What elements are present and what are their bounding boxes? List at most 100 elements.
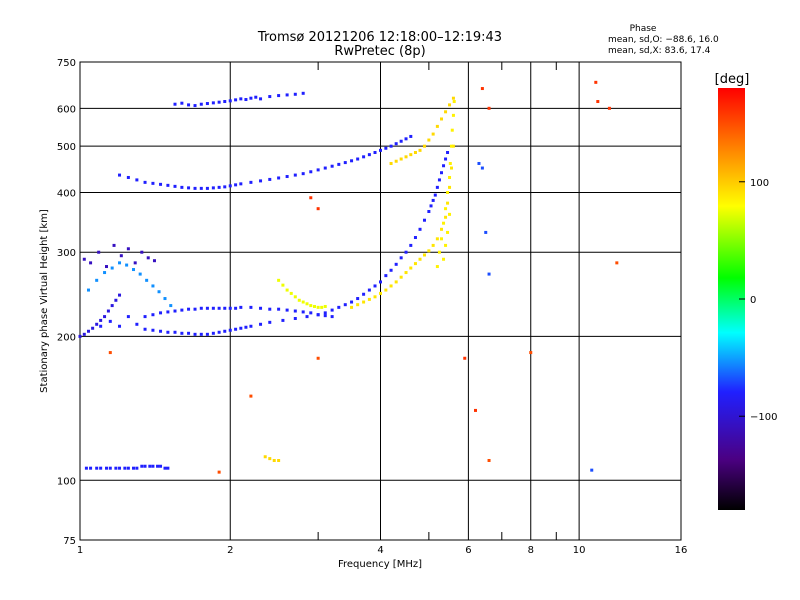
data-point — [99, 324, 103, 328]
data-point — [435, 265, 439, 269]
data-point — [223, 329, 227, 333]
data-point — [110, 266, 114, 270]
data-point — [337, 162, 341, 166]
data-point — [350, 305, 354, 309]
data-point — [281, 283, 285, 287]
colorbar-ticks: 100 0 −100 — [739, 178, 777, 423]
data-point — [114, 298, 118, 302]
data-point — [143, 327, 147, 331]
data-point — [187, 103, 191, 107]
data-point — [268, 95, 272, 99]
data-point — [312, 304, 316, 308]
data-point — [343, 303, 347, 307]
data-point — [297, 298, 301, 302]
data-point — [211, 101, 215, 105]
data-point — [323, 304, 327, 308]
data-point — [143, 180, 147, 184]
data-point — [143, 315, 147, 319]
data-point — [379, 291, 382, 295]
y-tick-label: 400 — [57, 188, 76, 199]
data-point — [157, 290, 161, 294]
data-point — [427, 210, 431, 214]
data-point — [166, 183, 170, 187]
data-point — [110, 304, 114, 308]
data-point — [169, 304, 173, 308]
data-point — [293, 295, 297, 299]
data-point — [205, 332, 209, 336]
data-point — [249, 96, 253, 100]
data-point — [356, 297, 360, 301]
data-point — [138, 272, 142, 276]
x-tick-label: 2 — [227, 545, 233, 556]
data-point — [193, 332, 197, 336]
data-point — [480, 87, 484, 91]
data-point — [82, 257, 86, 261]
colorbar-label: [deg] — [715, 72, 750, 87]
data-point — [187, 331, 191, 335]
data-point — [418, 148, 422, 152]
data-point — [316, 305, 320, 309]
data-point — [82, 332, 86, 336]
data-point — [118, 293, 122, 297]
data-point — [95, 466, 99, 470]
data-point — [187, 307, 191, 311]
data-point — [422, 218, 426, 222]
data-point — [173, 184, 177, 188]
data-point — [442, 164, 446, 168]
data-point — [151, 313, 155, 317]
data-point — [399, 275, 403, 279]
data-point — [152, 259, 156, 263]
data-point — [440, 117, 444, 121]
data-point — [173, 330, 177, 334]
data-point — [272, 458, 276, 462]
data-point — [487, 272, 491, 276]
data-point — [187, 186, 191, 190]
data-point — [285, 175, 289, 179]
data-point — [473, 408, 477, 412]
data-point — [444, 207, 448, 211]
data-point — [594, 80, 598, 84]
data-point — [132, 268, 136, 272]
data-point — [429, 204, 433, 208]
data-point — [431, 243, 435, 247]
data-point — [228, 306, 232, 310]
data-point — [435, 185, 439, 189]
data-point — [422, 144, 426, 148]
data-point — [118, 261, 122, 265]
data-point — [440, 171, 444, 175]
data-point — [140, 464, 144, 468]
data-point — [106, 309, 110, 313]
data-point — [451, 96, 455, 100]
data-point — [404, 250, 408, 254]
data-point — [163, 466, 167, 470]
data-point — [301, 310, 305, 314]
data-point — [268, 177, 272, 181]
grid-lines — [80, 62, 681, 540]
data-point — [316, 356, 320, 360]
data-point — [159, 182, 163, 186]
data-point — [422, 253, 426, 257]
data-point — [217, 100, 221, 104]
x-tick-label: 8 — [528, 545, 534, 556]
data-point — [384, 146, 388, 150]
data-point — [309, 311, 313, 315]
data-point — [444, 243, 448, 247]
data-point — [330, 315, 334, 319]
data-point — [487, 458, 491, 462]
data-point — [442, 221, 446, 225]
data-point — [234, 183, 238, 187]
data-point — [323, 166, 327, 170]
data-point — [180, 308, 184, 312]
y-tick-label: 200 — [57, 332, 76, 343]
data-point — [451, 144, 455, 148]
data-point — [362, 155, 366, 159]
data-point — [166, 310, 170, 314]
data-point — [373, 150, 377, 154]
data-point — [379, 148, 382, 152]
data-point — [437, 250, 441, 254]
data-point — [389, 161, 393, 165]
data-point — [379, 280, 382, 284]
data-point — [409, 153, 413, 157]
data-point — [126, 466, 130, 470]
